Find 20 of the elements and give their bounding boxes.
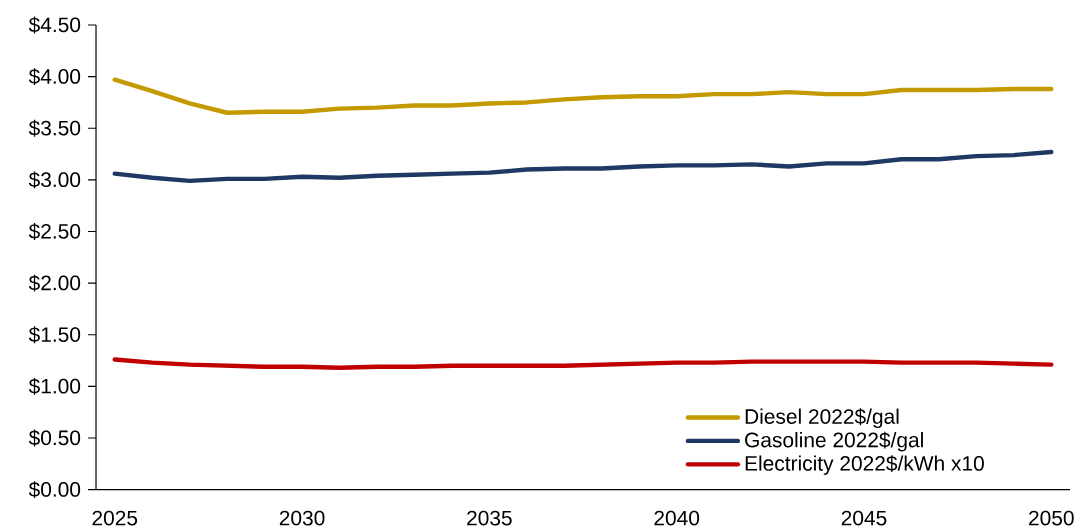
y-tick-label: $0.50 [28, 429, 81, 447]
legend-label: Electricity 2022$/kWh x10 [745, 455, 984, 475]
x-tick-label: 2050 [1029, 510, 1074, 526]
y-tick-label: $3.50 [28, 119, 81, 137]
y-tick-label: $4.00 [28, 68, 81, 86]
y-tick-label: $1.00 [28, 377, 81, 395]
legend-label: Gasoline 2022$/gal [745, 431, 923, 452]
legend-label: Diesel 2022$/gal [745, 408, 899, 429]
line-series [112, 149, 1054, 184]
y-tick-label: $2.50 [28, 223, 81, 240]
y-tick-label: $2.00 [28, 274, 81, 292]
y-tick-label: $4.50 [28, 16, 81, 34]
x-tick-label: 2025 [92, 510, 138, 526]
y-tick-label: $0.00 [28, 481, 81, 499]
x-tick-label: 2030 [279, 510, 325, 526]
x-tick-label: 2040 [654, 510, 700, 526]
x-tick-label: 2035 [467, 510, 512, 526]
y-tick-label: $3.00 [28, 171, 81, 189]
y-tick-label: $1.50 [28, 326, 81, 344]
x-tick-label: 2045 [841, 510, 887, 526]
